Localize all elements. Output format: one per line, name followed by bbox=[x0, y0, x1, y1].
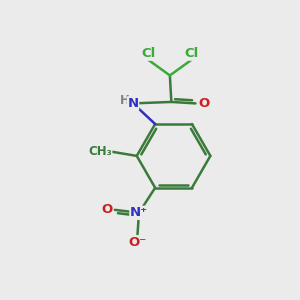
Text: N⁺: N⁺ bbox=[130, 206, 148, 219]
Text: O: O bbox=[199, 97, 210, 110]
Text: O⁻: O⁻ bbox=[128, 236, 147, 249]
Text: Cl: Cl bbox=[184, 47, 198, 60]
Text: O: O bbox=[101, 203, 112, 216]
Text: Cl: Cl bbox=[142, 47, 156, 60]
Text: H: H bbox=[120, 94, 130, 107]
Text: N: N bbox=[128, 97, 139, 110]
Text: CH₃: CH₃ bbox=[88, 145, 112, 158]
